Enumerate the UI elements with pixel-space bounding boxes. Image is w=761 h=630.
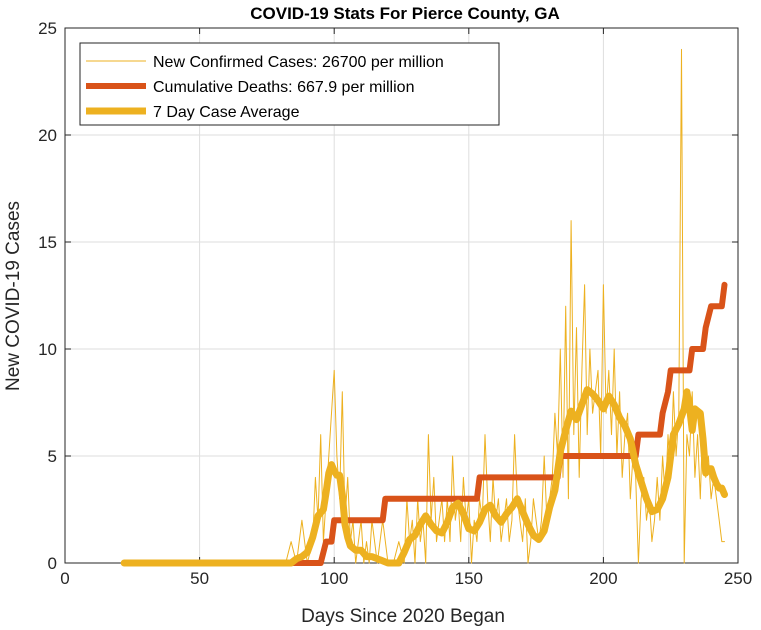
x-tick-label: 0 xyxy=(60,569,69,588)
x-tick-label: 200 xyxy=(589,569,617,588)
y-axis-label: New COVID-19 Cases xyxy=(3,201,24,391)
y-tick-label: 15 xyxy=(38,233,57,252)
y-tick-label: 25 xyxy=(38,19,57,38)
legend-label-new-cases: New Confirmed Cases: 26700 per million xyxy=(153,54,444,71)
series-group xyxy=(120,48,728,567)
legend-box xyxy=(79,42,500,126)
series-line-deaths xyxy=(121,281,728,566)
legend-label-average: 7 Day Case Average xyxy=(153,104,300,121)
series-line-average xyxy=(120,386,728,567)
legend-label-deaths: Cumulative Deaths: 667.9 per million xyxy=(153,79,414,96)
x-tick-label: 150 xyxy=(455,569,483,588)
x-axis-label: Days Since 2020 Began xyxy=(301,606,505,627)
y-tick-label: 20 xyxy=(38,126,57,145)
chart-title: COVID-19 Stats For Pierce County, GA xyxy=(250,4,560,23)
axis-ticks: 0 50 100 150 200 250 0 5 10 15 20 25 xyxy=(38,19,752,588)
y-tick-label: 0 xyxy=(48,554,57,573)
x-tick-label: 100 xyxy=(320,569,348,588)
x-tick-label: 250 xyxy=(724,569,752,588)
series-line-new-cases xyxy=(123,48,725,564)
y-tick-label: 10 xyxy=(38,340,57,359)
legend: New Confirmed Cases: 26700 per million C… xyxy=(79,42,500,126)
x-tick-label: 50 xyxy=(190,569,209,588)
y-tick-label: 5 xyxy=(48,447,57,466)
